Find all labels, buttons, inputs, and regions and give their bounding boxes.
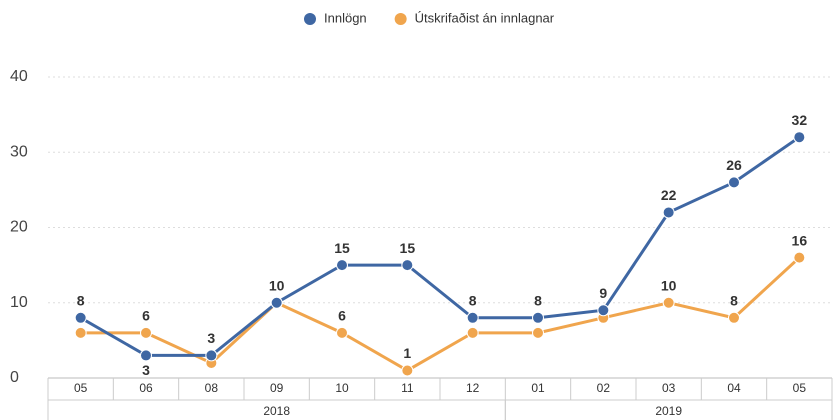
- legend-label: Útskrifaðist án innlagnar: [415, 10, 555, 25]
- y-tick-label: 40: [10, 68, 28, 85]
- data-label: 1: [403, 345, 411, 361]
- data-point: [140, 349, 152, 362]
- series-line: [80, 256, 801, 373]
- data-label: 3: [207, 330, 215, 346]
- data-label: 6: [142, 308, 150, 324]
- data-label: 15: [400, 240, 416, 256]
- legend-marker: [304, 13, 316, 25]
- data-point: [205, 349, 218, 362]
- data-label: 8: [469, 293, 477, 309]
- data-label: 10: [269, 277, 285, 293]
- data-label: 15: [334, 240, 350, 256]
- data-label: 9: [599, 285, 607, 301]
- data-point: [336, 259, 348, 272]
- data-label: 10: [661, 277, 677, 293]
- x-tick-label: 08: [205, 381, 219, 395]
- x-tick-label: 05: [74, 381, 88, 395]
- data-label: 8: [534, 293, 542, 309]
- x-tick-label: 11: [401, 381, 414, 395]
- data-point: [74, 311, 87, 324]
- x-tick-label: 04: [727, 381, 741, 395]
- data-point: [532, 326, 544, 339]
- x-tick-label: 02: [597, 381, 611, 395]
- x-tick-label: 03: [662, 381, 676, 395]
- y-tick-label: 30: [10, 143, 28, 160]
- data-point: [728, 311, 740, 324]
- data-label: 8: [730, 293, 738, 309]
- data-point: [728, 176, 740, 189]
- data-label: 3: [142, 362, 150, 378]
- data-point: [597, 304, 610, 317]
- data-point: [793, 251, 806, 264]
- data-point: [793, 131, 806, 144]
- data-point: [270, 296, 283, 309]
- data-point: [74, 326, 87, 339]
- series-line: [79, 135, 801, 357]
- data-point: [466, 326, 479, 339]
- group-label: 2019: [655, 404, 682, 418]
- legend-marker: [394, 13, 407, 25]
- data-point: [662, 296, 675, 309]
- data-label: 16: [792, 232, 808, 248]
- data-label: 32: [792, 112, 808, 128]
- data-label: 22: [661, 187, 677, 203]
- data-point: [662, 206, 675, 219]
- x-tick-label: 09: [270, 381, 284, 395]
- y-tick-label: 20: [10, 219, 28, 236]
- x-tick-label: 10: [335, 381, 349, 395]
- x-tick-label: 01: [531, 381, 545, 395]
- y-tick-label: 10: [10, 294, 28, 311]
- x-tick-label: 05: [793, 381, 807, 395]
- legend-label: Innlögn: [324, 10, 367, 25]
- data-point: [336, 326, 348, 339]
- data-point: [140, 326, 152, 339]
- x-tick-label: 06: [139, 381, 153, 395]
- data-point: [401, 364, 414, 377]
- data-label: 26: [726, 157, 742, 173]
- x-tick-label: 12: [466, 381, 480, 395]
- y-tick-label: 0: [10, 369, 19, 386]
- data-label: 8: [77, 293, 85, 309]
- data-point: [532, 311, 544, 324]
- data-label: 6: [338, 308, 346, 324]
- data-point: [401, 259, 414, 272]
- group-label: 2018: [263, 404, 290, 418]
- data-point: [466, 311, 479, 324]
